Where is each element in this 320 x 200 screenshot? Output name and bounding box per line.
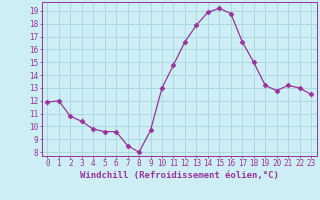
- X-axis label: Windchill (Refroidissement éolien,°C): Windchill (Refroidissement éolien,°C): [80, 171, 279, 180]
